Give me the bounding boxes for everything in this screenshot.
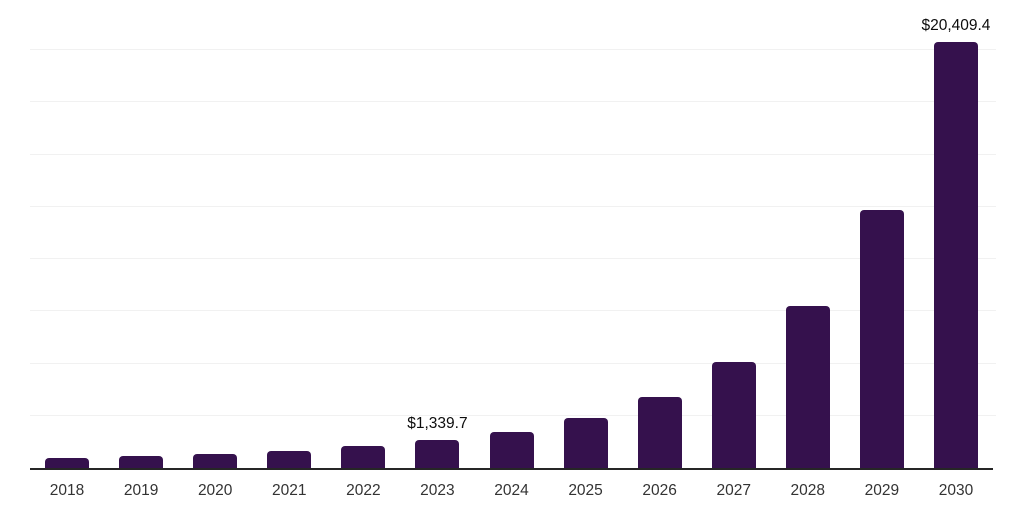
value-label-2023: $1,339.7 — [407, 415, 468, 433]
x-tick-2023: 2023 — [420, 482, 455, 499]
gridline-17500 — [30, 101, 996, 103]
x-tick-2027: 2027 — [716, 482, 751, 499]
x-tick-2019: 2019 — [123, 482, 159, 499]
bar-2024[interactable] — [489, 432, 534, 468]
x-tick-2030: 2030 — [938, 482, 974, 499]
gridline-20000 — [30, 49, 996, 51]
bar-2021[interactable] — [267, 450, 312, 468]
gridline-5000 — [30, 362, 996, 364]
bar-2020[interactable] — [193, 454, 238, 468]
x-tick-2029: 2029 — [864, 482, 900, 499]
x-tick-2026: 2026 — [642, 482, 677, 499]
x-tick-2020: 2020 — [197, 482, 233, 499]
bar-2025[interactable] — [563, 418, 608, 468]
bar-2030[interactable] — [933, 41, 978, 468]
bar-2022[interactable] — [341, 446, 386, 468]
gridline-7500 — [30, 310, 996, 312]
bar-2019[interactable] — [119, 455, 164, 468]
bar-2029[interactable] — [859, 209, 904, 468]
x-tick-2021: 2021 — [272, 482, 307, 499]
x-tick-2022: 2022 — [346, 482, 381, 499]
gridline-15000 — [30, 153, 996, 155]
x-tick-2025: 2025 — [568, 482, 603, 499]
bar-2023[interactable] — [415, 440, 460, 468]
x-tick-2024: 2024 — [494, 482, 529, 499]
plot-area: $1,339.7 $20,409.4 — [30, 0, 996, 470]
value-label-2030: $20,409.4 — [921, 16, 991, 34]
bar-2018[interactable] — [45, 457, 90, 468]
x-tick-2028: 2028 — [790, 482, 826, 499]
gridline-10000 — [30, 258, 996, 260]
x-tick-2018: 2018 — [49, 482, 85, 499]
gridline-2500 — [30, 414, 996, 416]
bar-2028[interactable] — [785, 305, 830, 468]
bar-2027[interactable] — [711, 362, 756, 468]
bar-2026[interactable] — [637, 396, 682, 468]
gridline-12500 — [30, 205, 996, 207]
